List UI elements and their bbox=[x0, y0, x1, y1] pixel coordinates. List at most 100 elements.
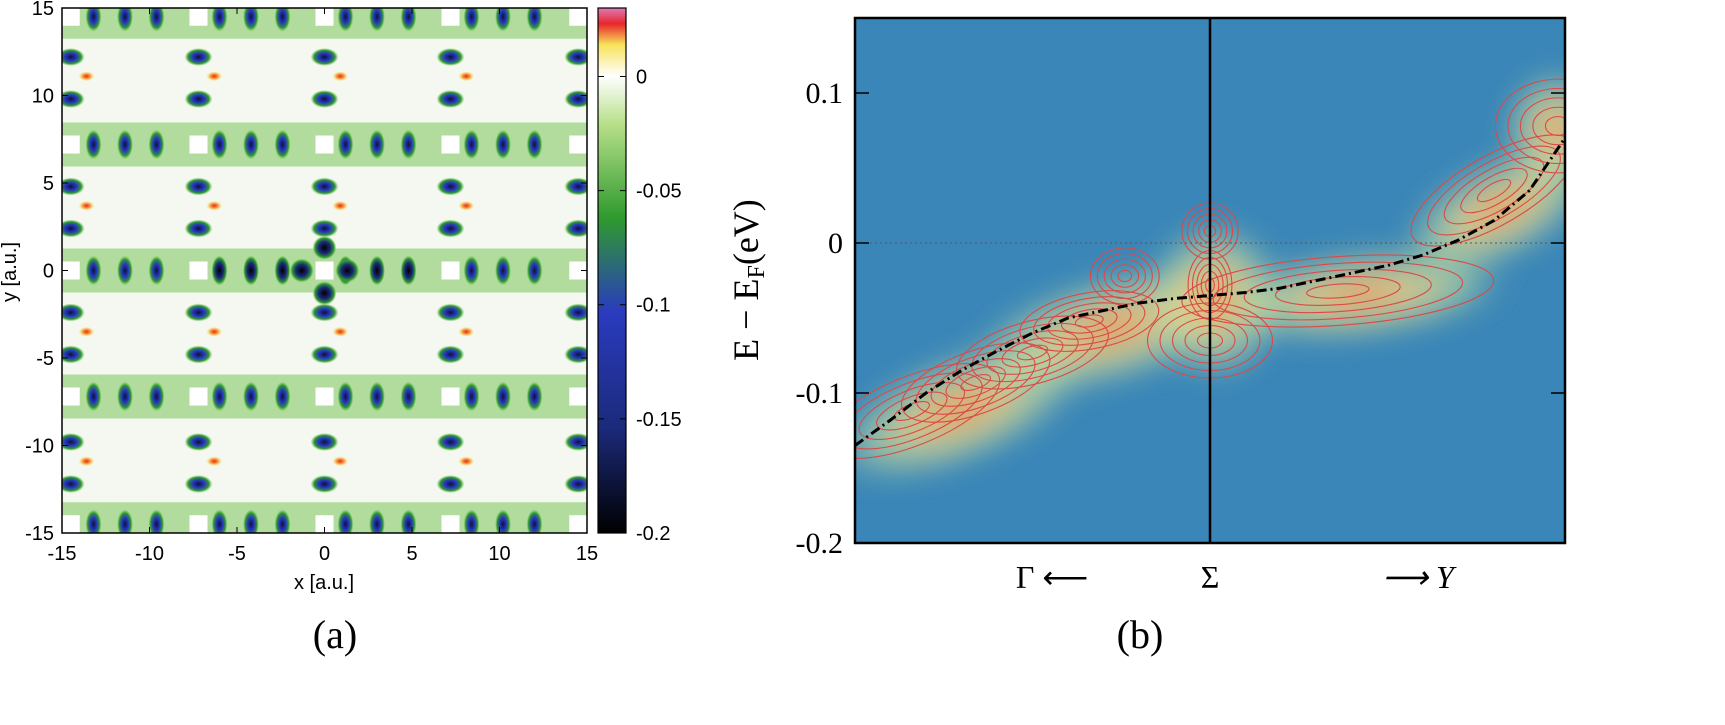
orbital-lobe bbox=[274, 381, 291, 412]
orbital-lobe bbox=[564, 303, 587, 322]
lattice-site bbox=[441, 135, 460, 154]
y-ticks-b: 0.1 0 -0.1 -0.2 bbox=[796, 77, 1565, 560]
intensity-contour bbox=[1016, 344, 1049, 361]
orbital-lobe bbox=[337, 381, 354, 412]
orbital-lobe bbox=[85, 381, 102, 412]
orbital-lobe bbox=[117, 8, 133, 32]
x-tick-label-a: 10 bbox=[488, 543, 510, 565]
intensity-contour bbox=[1306, 283, 1370, 299]
intensity-contour bbox=[1001, 337, 1064, 368]
orbital-lobe bbox=[148, 255, 165, 286]
orbital-lobe bbox=[274, 255, 291, 286]
orbital-lobe bbox=[148, 129, 165, 160]
orbital-lobe bbox=[337, 509, 354, 533]
x-tick-label-a: -15 bbox=[48, 543, 77, 565]
orbital-lobe bbox=[117, 509, 133, 533]
intensity-contour bbox=[1103, 258, 1146, 294]
orbital-lobe bbox=[369, 8, 385, 32]
orbital-lobe bbox=[85, 8, 102, 32]
positive-lobe bbox=[78, 326, 95, 337]
plot-frame-b bbox=[853, 16, 1567, 545]
orbital-lobe bbox=[369, 509, 385, 533]
orbital-lobe bbox=[526, 381, 543, 412]
orbital-lobe bbox=[184, 303, 213, 322]
orbital-lobe bbox=[369, 129, 385, 160]
orbital-lobe bbox=[526, 509, 543, 533]
orbital-lobe bbox=[564, 177, 587, 196]
orbital-lobe bbox=[400, 381, 417, 412]
orbital-lobe bbox=[564, 433, 587, 451]
orbital-lobe bbox=[148, 8, 165, 32]
orbital-lobe bbox=[564, 90, 587, 108]
orbital-lobe bbox=[62, 475, 85, 493]
orbital-lobe bbox=[436, 303, 465, 322]
orbital-lobe bbox=[337, 8, 354, 32]
lattice-site bbox=[62, 261, 80, 280]
colorbar-tick-label: 0 bbox=[636, 66, 647, 88]
orbital-lobe bbox=[436, 475, 465, 493]
orbital-lobe bbox=[495, 129, 511, 160]
intensity-contour bbox=[1047, 302, 1132, 340]
orbital-lobe bbox=[184, 345, 213, 364]
orbital-lobe bbox=[184, 475, 213, 493]
orbital-lobe bbox=[310, 219, 339, 238]
orbital-lobe bbox=[184, 90, 213, 108]
intensity-contour bbox=[1519, 97, 1565, 155]
orbital-lobe bbox=[243, 255, 259, 286]
orbital-lobe bbox=[211, 129, 228, 160]
orbital-lobe bbox=[310, 90, 339, 108]
orbital-lobe bbox=[400, 8, 417, 32]
orbital-lobe bbox=[62, 177, 85, 196]
positive-lobe bbox=[458, 326, 475, 337]
y-tick-label-a: -5 bbox=[36, 348, 54, 370]
orbital-lobe bbox=[117, 129, 133, 160]
y-tick-label-b: -0.2 bbox=[796, 527, 844, 560]
orbital-lobe bbox=[436, 48, 465, 66]
lattice-site bbox=[569, 261, 587, 280]
panel-label-b: (b) bbox=[1117, 612, 1164, 657]
intensity-contour bbox=[1033, 296, 1146, 346]
central-lobe bbox=[312, 281, 337, 306]
colorbar-tick-label: -0.2 bbox=[636, 523, 670, 545]
orbital-lobe bbox=[564, 48, 587, 66]
intensity-contour bbox=[971, 322, 1094, 383]
intensity-contour bbox=[1074, 314, 1104, 328]
orbital-lobe bbox=[62, 345, 85, 364]
orbital-lobe bbox=[526, 129, 543, 160]
x-tick-label-a: -10 bbox=[135, 543, 164, 565]
orbital-lobe bbox=[463, 255, 480, 286]
positive-lobe bbox=[78, 456, 95, 467]
colorbar bbox=[597, 7, 627, 534]
orbital-lobe bbox=[117, 381, 133, 412]
orbital-lobe bbox=[526, 8, 543, 32]
orbital-lobe bbox=[564, 345, 587, 364]
positive-lobe bbox=[78, 71, 95, 82]
orbital-lobe bbox=[463, 129, 480, 160]
orbital-lobe bbox=[211, 8, 228, 32]
orbital-lobe bbox=[436, 177, 465, 196]
intensity-contour bbox=[945, 366, 1006, 399]
positive-lobe bbox=[332, 200, 349, 211]
lattice-site bbox=[315, 135, 334, 154]
orbital-lobe bbox=[495, 381, 511, 412]
orbital-lobe bbox=[62, 219, 85, 238]
k-label-y: ⟶ Y bbox=[1382, 559, 1457, 595]
orbital-lobe bbox=[310, 177, 339, 196]
intensity-contour bbox=[1507, 87, 1565, 165]
orbital-lobe bbox=[62, 433, 85, 451]
positive-lobe bbox=[206, 456, 223, 467]
orbital-lobe bbox=[211, 255, 228, 286]
intensity-contour bbox=[1096, 252, 1153, 300]
orbital-lobe bbox=[243, 381, 259, 412]
positive-lobe bbox=[206, 71, 223, 82]
orbital-lobe bbox=[243, 129, 259, 160]
lattice-site bbox=[315, 261, 334, 280]
y-axis-label-b-sub: F bbox=[744, 265, 770, 278]
orbital-lobe bbox=[243, 8, 259, 32]
central-lobe bbox=[335, 258, 360, 283]
y-axis-label-b: E − EF(eV) bbox=[726, 199, 770, 361]
orbital-lobe bbox=[274, 8, 291, 32]
lattice-site bbox=[189, 387, 208, 406]
orbital-lobe bbox=[62, 48, 85, 66]
x-tick-label-a: 0 bbox=[319, 543, 330, 565]
